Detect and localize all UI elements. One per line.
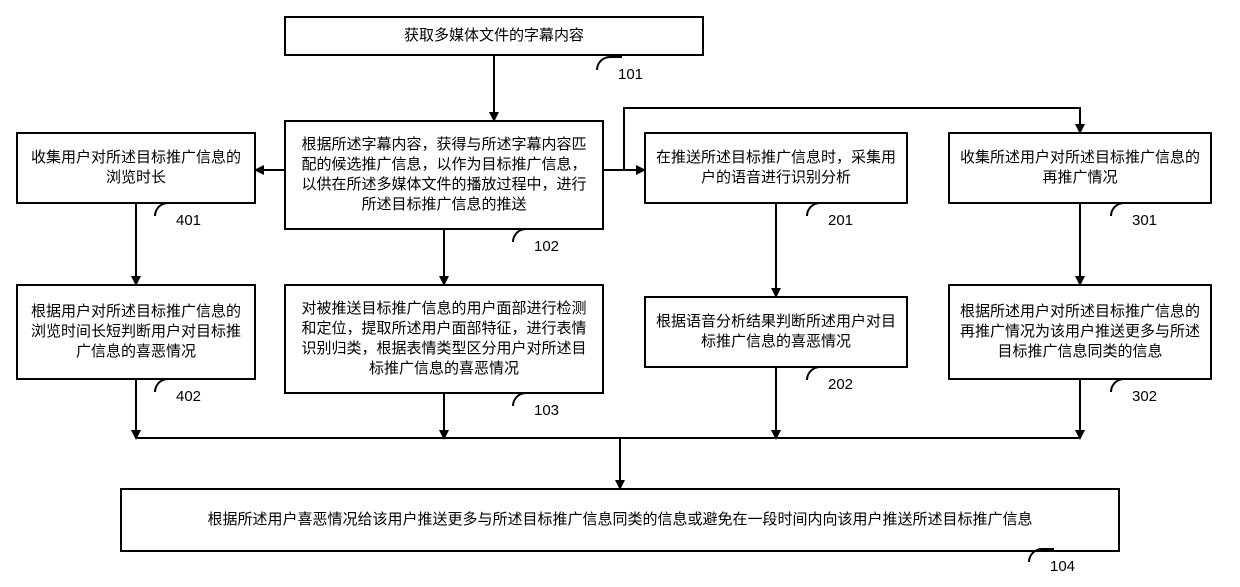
label-102: 102 (534, 238, 559, 255)
node-102-text: 根据所述字幕内容，获得与所述字幕内容匹配的候选推广信息，以作为目标推广信息，以供… (296, 135, 592, 216)
node-101-text: 获取多媒体文件的字幕内容 (404, 26, 584, 46)
node-101: 获取多媒体文件的字幕内容 (284, 16, 704, 56)
flowchart-canvas: 获取多媒体文件的字幕内容 101 根据所述字幕内容，获得与所述字幕内容匹配的候选… (0, 0, 1240, 587)
node-103-text: 对被推送目标推广信息的用户面部进行检测和定位，提取所述用户面部特征，进行表情识别… (296, 299, 592, 380)
node-104: 根据所述用户喜恶情况给该用户推送更多与所述目标推广信息同类的信息或避免在一段时间… (120, 488, 1120, 552)
label-201: 201 (828, 212, 853, 229)
label-401: 401 (176, 212, 201, 229)
node-201-text: 在推送所述目标推广信息时，采集用户的语音进行识别分析 (656, 148, 896, 189)
label-103: 103 (534, 402, 559, 419)
node-202: 根据语音分析结果判断所述用户对目标推广信息的喜恶情况 (644, 296, 908, 368)
label-302: 302 (1132, 388, 1157, 405)
node-302-text: 根据所述用户对所述目标推广信息的再推广情况为该用户推送更多与所述目标推广信息同类… (960, 302, 1200, 363)
node-104-text: 根据所述用户喜恶情况给该用户推送更多与所述目标推广信息同类的信息或避免在一段时间… (207, 510, 1032, 530)
label-202: 202 (828, 376, 853, 393)
node-201: 在推送所述目标推广信息时，采集用户的语音进行识别分析 (644, 132, 908, 204)
node-401-text: 收集用户对所述目标推广信息的浏览时长 (28, 148, 244, 189)
node-102: 根据所述字幕内容，获得与所述字幕内容匹配的候选推广信息，以作为目标推广信息，以供… (284, 120, 604, 230)
label-402: 402 (176, 388, 201, 405)
node-402-text: 根据用户对所述目标推广信息的浏览时间长短判断用户对目标推广信息的喜恶情况 (28, 302, 244, 363)
node-302: 根据所述用户对所述目标推广信息的再推广情况为该用户推送更多与所述目标推广信息同类… (948, 284, 1212, 380)
node-202-text: 根据语音分析结果判断所述用户对目标推广信息的喜恶情况 (656, 312, 896, 353)
node-103: 对被推送目标推广信息的用户面部进行检测和定位，提取所述用户面部特征，进行表情识别… (284, 284, 604, 394)
node-301: 收集所述用户对所述目标推广信息的再推广情况 (948, 132, 1212, 204)
label-101: 101 (618, 66, 643, 83)
node-402: 根据用户对所述目标推广信息的浏览时间长短判断用户对目标推广信息的喜恶情况 (16, 284, 256, 380)
label-301: 301 (1132, 212, 1157, 229)
node-401: 收集用户对所述目标推广信息的浏览时长 (16, 132, 256, 204)
label-104: 104 (1050, 558, 1075, 575)
node-301-text: 收集所述用户对所述目标推广信息的再推广情况 (960, 148, 1200, 189)
